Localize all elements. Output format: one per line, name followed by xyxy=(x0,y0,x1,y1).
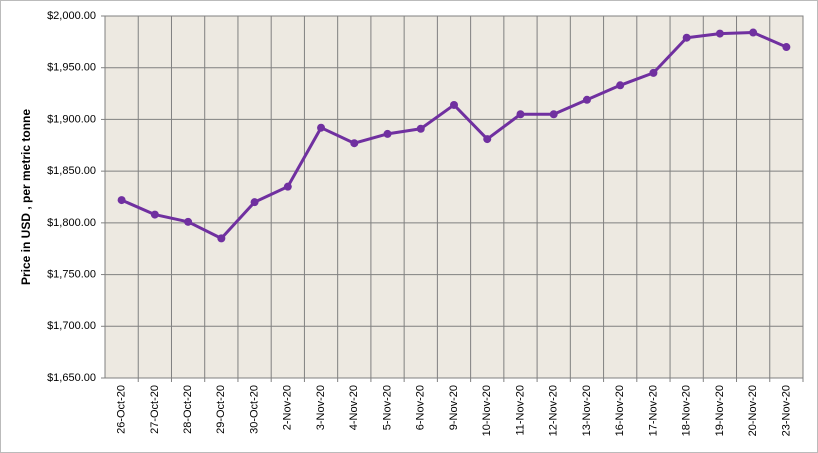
x-tick-label: 30-Oct-20 xyxy=(248,385,260,434)
x-tick-label: 9-Nov-20 xyxy=(448,385,460,430)
point xyxy=(383,129,392,138)
x-tick-label: 5-Nov-20 xyxy=(381,385,393,430)
point xyxy=(649,68,658,77)
point xyxy=(682,33,691,42)
point xyxy=(150,210,159,219)
y-tick-label: $1,800.00 xyxy=(47,217,96,229)
point xyxy=(715,29,724,38)
x-tick-label: 6-Nov-20 xyxy=(415,385,427,430)
x-tick-label: 13-Nov-20 xyxy=(581,385,593,436)
x-tick-label: 26-Oct-20 xyxy=(116,385,128,434)
x-tick-label: 28-Oct-20 xyxy=(182,385,194,434)
y-tick-label: $1,650.00 xyxy=(47,372,96,384)
point xyxy=(516,110,525,119)
x-tick-label: 2-Nov-20 xyxy=(282,385,294,430)
point xyxy=(184,217,193,226)
x-tick-label: 16-Nov-20 xyxy=(614,385,626,436)
x-tick-label: 4-Nov-20 xyxy=(348,385,360,430)
x-tick-label: 19-Nov-20 xyxy=(714,385,726,436)
point xyxy=(217,234,226,243)
point xyxy=(350,139,359,148)
point xyxy=(582,95,591,104)
y-tick-label: $1,700.00 xyxy=(47,320,96,332)
x-tick-label: 29-Oct-20 xyxy=(215,385,227,434)
point xyxy=(117,196,126,205)
y-tick-label: $2,000.00 xyxy=(47,10,96,22)
x-tick-label: 10-Nov-20 xyxy=(481,385,493,436)
point xyxy=(450,100,458,109)
y-tick-label: $1,900.00 xyxy=(47,113,96,125)
point xyxy=(749,28,758,37)
x-tick-label: 20-Nov-20 xyxy=(747,385,759,436)
point xyxy=(416,124,425,133)
y-tick-label: $1,950.00 xyxy=(47,62,96,74)
point xyxy=(283,182,292,191)
plot-area xyxy=(104,15,804,379)
x-tick-label: 3-Nov-20 xyxy=(315,385,327,430)
x-tick-label: 12-Nov-20 xyxy=(548,385,560,436)
point xyxy=(782,43,791,52)
x-tick-label: 23-Nov-20 xyxy=(780,385,792,436)
y-axis-title: Price in USD , per metric tonne xyxy=(19,109,33,285)
x-tick-label: 27-Oct-20 xyxy=(149,385,161,434)
y-tick-label: $1,850.00 xyxy=(47,165,96,177)
point xyxy=(483,135,492,144)
y-tick-label: $1,750.00 xyxy=(47,268,96,280)
point xyxy=(317,123,326,132)
x-tick-label: 17-Nov-20 xyxy=(647,385,659,436)
point xyxy=(549,110,558,119)
x-tick-label: 18-Nov-20 xyxy=(681,385,693,436)
x-tick-label: 11-Nov-20 xyxy=(514,385,526,436)
point xyxy=(250,198,259,207)
point xyxy=(616,81,625,90)
